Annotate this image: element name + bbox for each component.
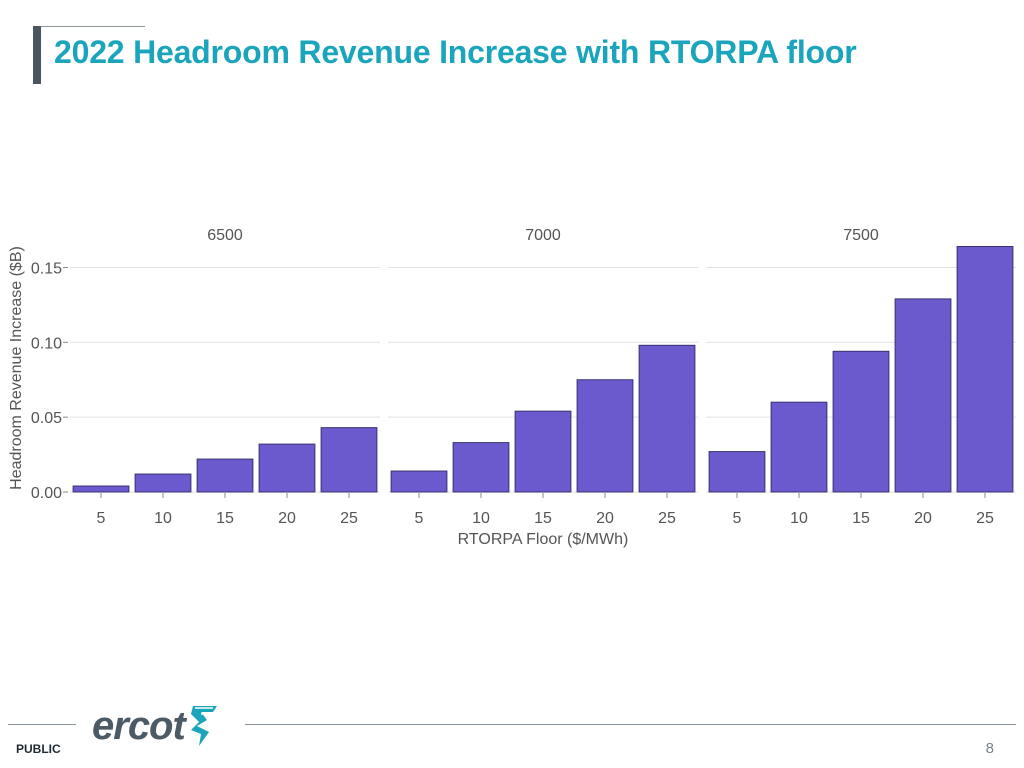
bar-6500-10 [134, 473, 192, 493]
bar-7000-15 [514, 410, 572, 493]
page-number: 8 [985, 740, 994, 757]
bar-6500-20 [258, 443, 316, 493]
x-tick-label: 10 [472, 510, 490, 527]
bar-7500-10 [770, 401, 828, 493]
x-tick-label: 25 [658, 510, 676, 527]
y-tick-label: 0.05 [31, 410, 62, 427]
footer-rule-right [245, 724, 1016, 725]
x-tick-label: 5 [733, 510, 742, 527]
x-tick-label: 20 [596, 510, 614, 527]
x-tick-label: 20 [278, 510, 296, 527]
slide-title: 2022 Headroom Revenue Increase with RTOR… [54, 34, 857, 70]
facet-label-7000: 7000 [525, 227, 561, 244]
x-tick-label: 20 [914, 510, 932, 527]
title-accent-bar [33, 26, 41, 84]
footer-rule-left [8, 724, 76, 725]
ercot-logo: ercot [92, 700, 221, 752]
bar-6500-15 [196, 458, 254, 493]
x-tick-label: 15 [216, 510, 234, 527]
x-tick-label: 10 [790, 510, 808, 527]
bar-6500-5 [72, 485, 130, 493]
public-label: PUBLIC [16, 742, 61, 756]
x-tick-label: 5 [97, 510, 106, 527]
x-tick-label: 10 [154, 510, 172, 527]
x-tick-label: 15 [534, 510, 552, 527]
bar-7500-20 [894, 298, 952, 493]
x-tick-label: 5 [415, 510, 424, 527]
bar-7000-5 [390, 470, 448, 493]
bar-7500-15 [832, 350, 890, 493]
x-tick-label: 25 [340, 510, 358, 527]
x-axis-title: RTORPA Floor ($/MWh) [458, 531, 629, 548]
bar-7500-5 [708, 451, 766, 493]
x-tick-label: 25 [976, 510, 994, 527]
bar-7500-25 [956, 245, 1014, 493]
texas-bolt-icon [190, 706, 217, 746]
bar-7000-20 [576, 379, 634, 493]
x-tick-label: 15 [852, 510, 870, 527]
bar-7000-25 [638, 344, 696, 493]
facet-label-6500: 6500 [207, 227, 243, 244]
bar-6500-25 [320, 427, 378, 493]
bar-7000-10 [452, 442, 510, 493]
y-tick-label: 0.15 [31, 260, 62, 277]
logo-wordmark: ercot [92, 704, 186, 748]
title-rule [41, 26, 145, 27]
facet-label-7500: 7500 [843, 227, 879, 244]
y-tick-label: 0.00 [31, 485, 62, 502]
y-axis-title: Headroom Revenue Increase ($B) [8, 246, 25, 490]
y-tick-label: 0.10 [31, 335, 62, 352]
faceted-bar-chart: Headroom Revenue Increase ($B) 0.00 0.05 0.… [8, 227, 1016, 548]
